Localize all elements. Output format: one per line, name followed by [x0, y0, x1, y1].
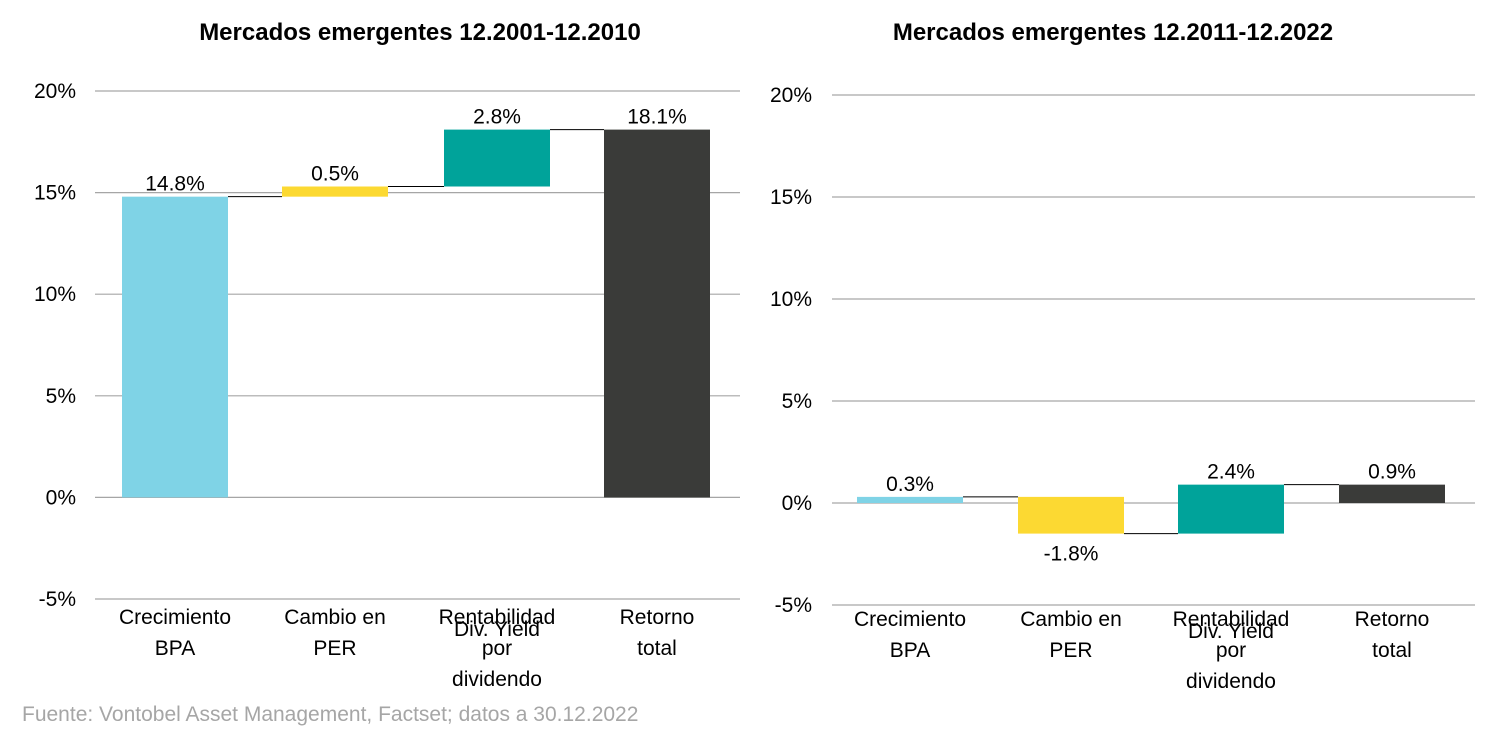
category-label: total [637, 637, 677, 660]
data-label: 2.8% [473, 106, 521, 129]
y-tick-label: 15% [770, 186, 812, 209]
overlapping-category-label: Div. Yield [1188, 620, 1274, 643]
y-tick-label: 15% [34, 182, 76, 205]
y-tick-label: 20% [770, 84, 812, 107]
category-label: Cambio en [1020, 608, 1122, 631]
y-tick-label: -5% [39, 588, 76, 611]
category-label: Crecimiento [854, 608, 966, 631]
category-label: Rentabilidad [439, 606, 556, 629]
y-tick-label: 0% [782, 492, 812, 515]
category-label: dividendo [1186, 670, 1276, 693]
y-tick-label: 10% [770, 288, 812, 311]
data-label: 2.4% [1207, 461, 1255, 484]
data-label: 0.5% [311, 163, 359, 186]
bar-dividend-yield [444, 129, 550, 187]
bar-dividend-yield [1178, 484, 1284, 534]
y-tick-label: 10% [34, 283, 76, 306]
y-tick-label: 5% [46, 385, 76, 408]
bar-total-return [1339, 484, 1445, 503]
data-label: -1.8% [1044, 543, 1099, 566]
category-label: por [1216, 639, 1246, 662]
category-label: BPA [890, 639, 930, 662]
overlapping-category-label: Div. Yield [454, 618, 540, 641]
bar-total-return [604, 129, 710, 498]
source-note: Fuente: Vontobel Asset Management, Facts… [22, 703, 639, 726]
category-label: Retorno [620, 606, 695, 629]
bar-per-change [1018, 496, 1124, 534]
chart-title: Mercados emergentes 12.2001-12.2010 [199, 19, 641, 46]
category-label: total [1372, 639, 1412, 662]
bar-per-change [282, 186, 388, 197]
category-label: dividendo [452, 668, 542, 691]
data-label: 18.1% [627, 106, 687, 129]
category-label: por [482, 637, 512, 660]
data-label: 14.8% [145, 173, 205, 196]
y-tick-label: 5% [782, 390, 812, 413]
chart-title: Mercados emergentes 12.2011-12.2022 [893, 19, 1333, 46]
data-label: 0.9% [1368, 461, 1416, 484]
bar-eps-growth [857, 496, 963, 503]
category-label: Rentabilidad [1173, 608, 1290, 631]
category-label: PER [313, 637, 356, 660]
y-tick-label: 0% [46, 486, 76, 509]
y-tick-label: 20% [34, 80, 76, 103]
bar-eps-growth [122, 196, 228, 498]
category-label: PER [1049, 639, 1092, 662]
category-label: BPA [155, 637, 195, 660]
data-label: 0.3% [886, 473, 934, 496]
category-label: Cambio en [284, 606, 386, 629]
category-label: Crecimiento [119, 606, 231, 629]
category-label: Retorno [1355, 608, 1430, 631]
chart-emerging-markets-2001-2010: Mercados emergentes 12.2001-12.2010 -5% 0%… [34, 19, 740, 691]
chart-emerging-markets-2011-2022: Mercados emergentes 12.2011-12.2022 -5% 0%… [770, 19, 1475, 693]
y-tick-label: -5% [775, 594, 812, 617]
